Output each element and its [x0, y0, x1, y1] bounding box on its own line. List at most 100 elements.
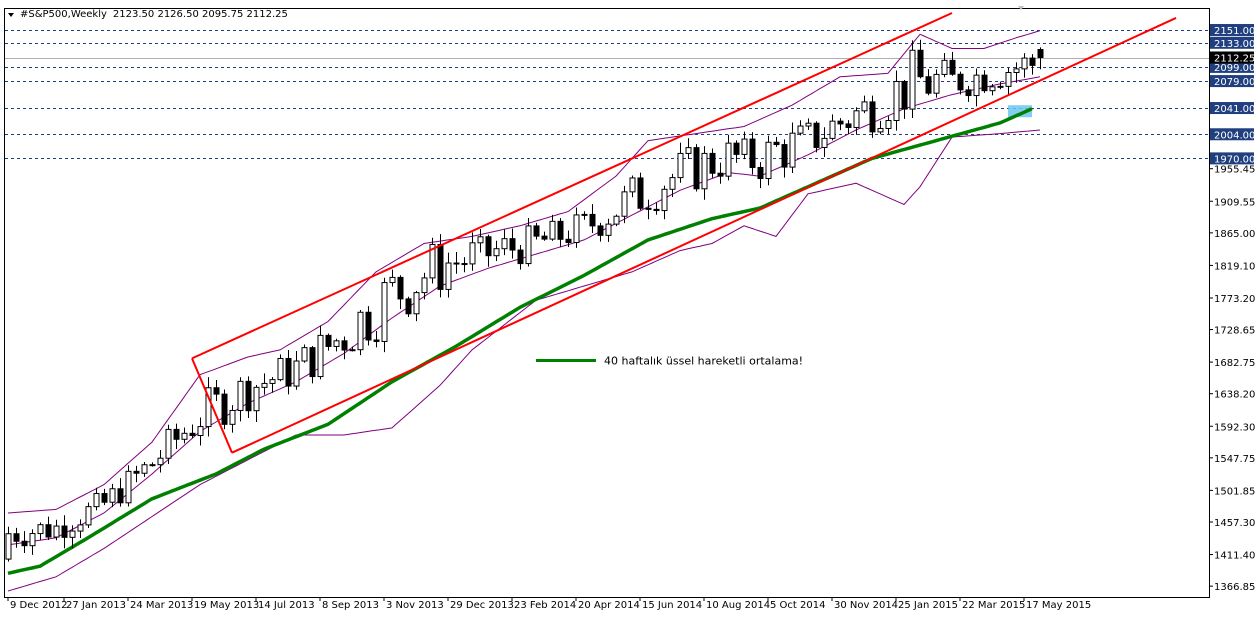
candle-body-down [757, 166, 764, 180]
candle [613, 214, 620, 227]
candle-body-up [893, 80, 900, 122]
price-level-tag: 2099.00 [1214, 63, 1255, 74]
bollinger-lower-band-line [7, 129, 1041, 592]
bollinger-upper-band-line [7, 30, 1041, 514]
candle-body-up [93, 493, 100, 508]
candle [341, 336, 348, 360]
candle-body-up [205, 387, 212, 428]
candle [485, 234, 492, 267]
price-level-tag: 1970.00 [1214, 154, 1255, 165]
candle-body-down [437, 243, 444, 290]
candle [813, 121, 820, 153]
candle-body-down [1037, 49, 1044, 59]
candle-body-down [189, 432, 196, 437]
candle [261, 373, 268, 395]
candle-body-up [157, 457, 164, 466]
candle [181, 427, 188, 444]
candle-body-up [989, 86, 996, 92]
y-axis-tick-label: 1955.45 [1214, 165, 1255, 176]
candle-body-down [485, 236, 492, 257]
candle-body-up [53, 525, 60, 538]
candle [349, 346, 356, 352]
candle-body-down [589, 213, 596, 227]
candle [197, 417, 204, 446]
candle [877, 120, 884, 135]
candle-body-down [845, 123, 852, 128]
dropdown-arrow-icon[interactable] [8, 13, 14, 17]
y-axis-tick-label: 1638.20 [1214, 390, 1255, 401]
candle [157, 450, 164, 473]
candle [381, 277, 388, 353]
candle [525, 217, 532, 267]
candle-body-down [45, 524, 52, 538]
candle [901, 80, 908, 119]
candle [413, 290, 420, 322]
x-axis-tick-label: 20 Apr 2014 [578, 600, 640, 611]
candle [165, 424, 172, 464]
candle [981, 70, 988, 93]
candle [941, 53, 948, 78]
candle [789, 122, 796, 173]
candle [77, 519, 84, 538]
candle-body-down [957, 73, 964, 91]
candle [933, 69, 940, 98]
y-axis-tick-label: 1457.30 [1214, 518, 1255, 529]
price-level-tag: 2004.00 [1214, 130, 1255, 141]
candle [605, 218, 612, 242]
candle-body-down [597, 225, 604, 236]
candle-body-up [477, 236, 484, 244]
candle-body-down [1029, 57, 1036, 66]
candle-body-up [317, 334, 324, 378]
candle-body-up [1021, 57, 1028, 70]
candle-body-up [581, 213, 588, 216]
candle-body-up [141, 464, 148, 474]
candle [325, 333, 332, 351]
candle-body-up [549, 220, 556, 240]
candle-body-down [221, 393, 228, 425]
candle [765, 135, 772, 186]
candle-body-up [469, 242, 476, 265]
candle-body-up [29, 533, 36, 547]
candle-body-down [285, 357, 292, 387]
candle [61, 515, 68, 549]
candle [989, 83, 996, 96]
candle-body-down [509, 238, 516, 251]
candle [829, 114, 836, 141]
trend-channel-edge[interactable] [191, 357, 233, 454]
candle [589, 204, 596, 233]
x-axis-tick-label: 8 Sep 2013 [322, 600, 379, 611]
candle [237, 377, 244, 422]
candle-body-up [445, 262, 452, 290]
candle-body-down [213, 387, 220, 395]
y-axis-tick-label: 1909.55 [1214, 197, 1255, 208]
x-axis-tick-label: 14 Jul 2013 [258, 600, 315, 611]
candle-body-down [453, 262, 460, 265]
candle-body-up [973, 74, 980, 97]
x-axis-tick-label: 10 Aug 2014 [706, 600, 770, 611]
candle-body-down [21, 540, 28, 547]
candle-body-down [461, 263, 468, 266]
candle-body-up [661, 188, 668, 212]
candle-body-up [861, 101, 868, 112]
y-axis-tick-label: 1547.75 [1214, 454, 1255, 465]
candle-body-up [301, 347, 308, 362]
candle-body-up [149, 464, 156, 467]
candle-body-up [429, 243, 436, 279]
candle [997, 81, 1004, 90]
candle [1037, 47, 1044, 70]
candle-body-down [397, 276, 404, 300]
trend-channel-line[interactable] [231, 17, 1177, 454]
trend-channel-line[interactable] [191, 12, 953, 360]
candle [581, 211, 588, 220]
y-axis-tick-label: 1682.75 [1214, 358, 1255, 369]
candle-body-up [805, 122, 812, 127]
candle-body-up [789, 132, 796, 168]
x-axis-tick-label: 9 Dec 2012 [10, 600, 68, 611]
candle [749, 132, 756, 175]
candle-body-down [901, 80, 908, 110]
candle [621, 185, 628, 224]
shift-marker-icon[interactable] [1018, 6, 1024, 10]
candle [69, 525, 76, 549]
candle [37, 522, 44, 540]
